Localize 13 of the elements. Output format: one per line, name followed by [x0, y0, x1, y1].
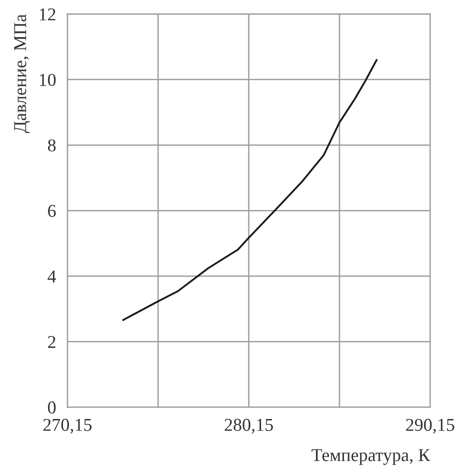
x-tick-label: 290,15	[406, 418, 454, 434]
x-axis-title: Температура, К	[312, 449, 430, 465]
y-tick-label: 2	[48, 336, 56, 348]
y-tick-label: 0	[48, 401, 56, 414]
y-axis-title: Давление, МПа	[14, 14, 30, 134]
y-tick-label: 10	[40, 74, 56, 86]
x-tick-label: 280,15	[224, 418, 273, 434]
y-tick-label: 6	[48, 204, 56, 218]
y-tick-label: 12	[40, 8, 56, 20]
y-tick-label: 4	[48, 270, 56, 282]
line-series	[122, 59, 378, 321]
y-tick-label: 8	[48, 139, 56, 152]
x-tick-label: 270,15	[43, 418, 92, 434]
